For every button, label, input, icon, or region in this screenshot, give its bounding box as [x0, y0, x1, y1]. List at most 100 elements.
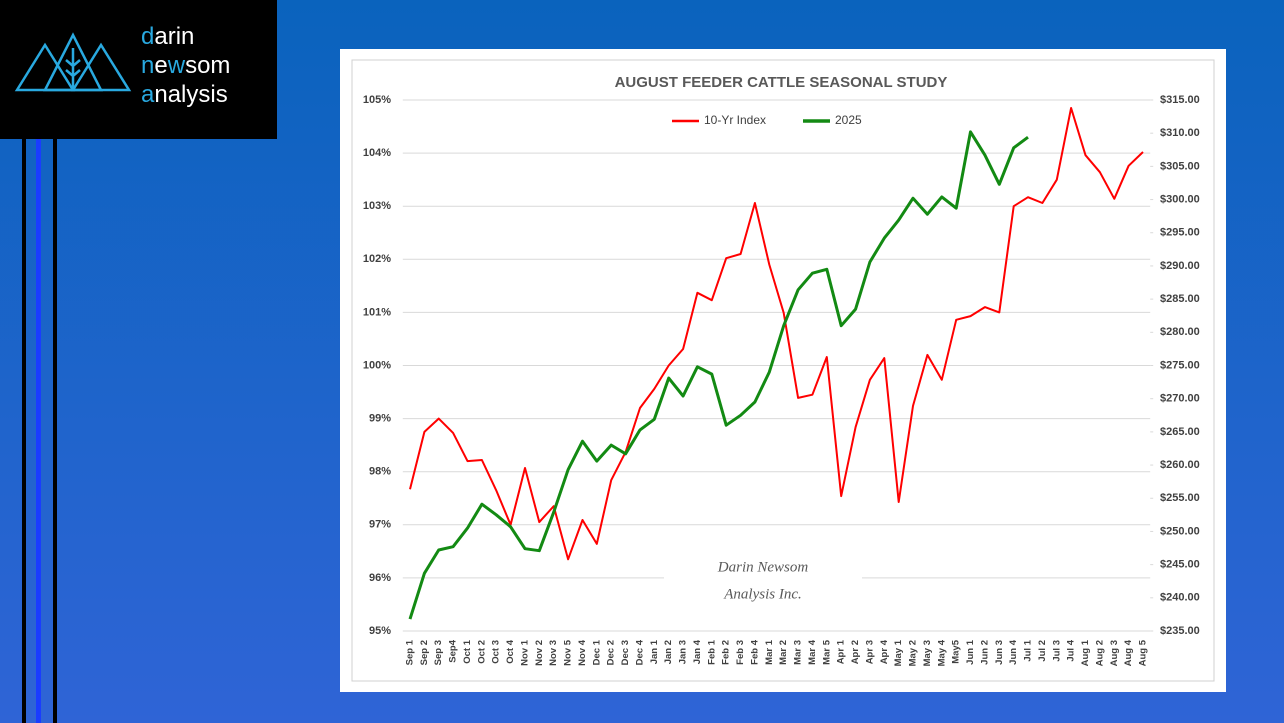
y2-tick-label: $265.00 — [1160, 426, 1200, 438]
x-tick-label: Oct 4 — [505, 639, 516, 663]
x-tick-label: Aug 1 — [1080, 639, 1091, 666]
series-line — [409, 107, 1144, 561]
y2-tick-label: $315.00 — [1160, 94, 1200, 106]
rule — [53, 139, 57, 723]
x-tick-label: May 1 — [893, 639, 904, 666]
x-tick-label: Sep 2 — [419, 640, 430, 665]
y2-tick-label: $280.00 — [1160, 326, 1200, 338]
x-tick-label: Feb 2 — [721, 640, 732, 665]
x-tick-label: Feb 4 — [749, 639, 760, 665]
y-tick-label: 98% — [369, 466, 391, 478]
y2-tick-label: $285.00 — [1160, 293, 1200, 305]
logo-box — [0, 0, 277, 139]
x-tick-label: Jul 3 — [1051, 640, 1062, 662]
x-tick-label: Mar 4 — [807, 639, 818, 665]
x-tick-label: Mar 2 — [778, 640, 789, 665]
x-tick-label: Dec 3 — [620, 640, 631, 665]
y-tick-label: 104% — [363, 147, 391, 159]
y2-tick-label: $305.00 — [1160, 160, 1200, 172]
logo-line: newsom — [141, 52, 230, 79]
x-tick-label: Dec 1 — [591, 639, 602, 665]
legend-label: 10-Yr Index — [704, 113, 766, 127]
x-tick-label: Mar 1 — [764, 639, 775, 665]
x-tick-label: Mar 3 — [793, 640, 804, 665]
x-tick-label: Jun 1 — [965, 639, 976, 665]
x-tick-label: Aug 4 — [1123, 639, 1134, 666]
x-tick-label: May 2 — [908, 640, 919, 666]
logo-segment: d — [141, 23, 154, 50]
y2-tick-label: $235.00 — [1160, 625, 1200, 637]
x-tick-label: Apr 3 — [864, 640, 875, 664]
x-tick-label: Jul 2 — [1037, 640, 1048, 662]
logo-segment: a — [141, 81, 155, 108]
legend-label: 2025 — [835, 113, 862, 127]
x-tick-label: Aug 2 — [1094, 640, 1105, 666]
y2-tick-label: $255.00 — [1160, 492, 1200, 504]
x-tick-label: Nov 4 — [577, 639, 588, 666]
x-tick-label: Apr 2 — [850, 640, 861, 664]
x-tick-label: Jan 3 — [678, 640, 689, 664]
x-tick-label: Mar 5 — [821, 639, 832, 665]
logo-segment: e — [154, 52, 167, 79]
x-tick-label: Aug 3 — [1109, 640, 1120, 666]
y2-tick-label: $260.00 — [1160, 459, 1200, 471]
y2-tick-label: $245.00 — [1160, 559, 1200, 571]
rule — [22, 139, 26, 723]
x-tick-label: Jan 2 — [663, 640, 674, 664]
x-tick-label: Oct 2 — [476, 640, 487, 664]
x-tick-label: Dec 4 — [634, 639, 645, 665]
x-tick-label: Sep 1 — [405, 639, 416, 665]
x-tick-label: Apr 1 — [836, 639, 847, 664]
watermark-box — [664, 556, 862, 608]
y2-tick-label: $240.00 — [1160, 592, 1200, 604]
y2-tick-label: $290.00 — [1160, 260, 1200, 272]
x-tick-label: Jan 1 — [649, 639, 660, 664]
series-line — [408, 130, 1029, 620]
y2-tick-label: $300.00 — [1160, 193, 1200, 205]
logo-mark — [14, 32, 132, 92]
chart-border — [351, 59, 1215, 682]
rule — [36, 139, 41, 723]
logo-segment: arin — [154, 23, 194, 50]
x-tick-label: Nov 3 — [548, 640, 559, 666]
x-tick-label: Apr 4 — [879, 639, 890, 664]
y2-tick-label: $310.00 — [1160, 127, 1200, 139]
chart-title: AUGUST FEEDER CATTLE SEASONAL STUDY — [615, 74, 948, 91]
y-tick-label: 105% — [363, 94, 391, 106]
x-tick-label: May 3 — [922, 640, 933, 666]
logo-segment: som — [185, 52, 230, 79]
x-tick-label: Oct 3 — [491, 640, 502, 664]
x-tick-label: Aug 5 — [1138, 639, 1149, 666]
y-tick-label: 101% — [363, 306, 391, 318]
logo-line: darin — [141, 23, 194, 50]
logo-segment: nalysis — [154, 81, 227, 108]
watermark: Analysis Inc. — [723, 586, 801, 602]
logo-segment: n — [141, 52, 154, 79]
x-tick-label: Jul 4 — [1066, 639, 1077, 661]
y-tick-label: 103% — [363, 200, 391, 212]
y-tick-label: 99% — [369, 413, 391, 425]
watermark: Darin Newsom — [717, 559, 809, 575]
y2-tick-label: $270.00 — [1160, 393, 1200, 405]
y-tick-label: 95% — [369, 625, 391, 637]
logo-segment: w — [167, 52, 186, 79]
x-tick-label: Jun 4 — [1008, 639, 1019, 665]
x-tick-label: May5 — [951, 639, 962, 663]
y-tick-label: 97% — [369, 519, 391, 531]
y-tick-label: 100% — [363, 359, 391, 371]
x-tick-label: Oct 1 — [462, 639, 473, 663]
x-tick-label: Jun 2 — [979, 640, 990, 665]
x-tick-label: May 4 — [936, 639, 947, 666]
y2-tick-label: $250.00 — [1160, 525, 1200, 537]
x-tick-label: Nov 1 — [519, 639, 530, 666]
x-tick-label: Sep4 — [448, 639, 459, 662]
x-tick-label: Nov 5 — [563, 639, 574, 666]
x-tick-label: Feb 3 — [735, 640, 746, 665]
x-tick-label: Jun 3 — [994, 640, 1005, 665]
x-tick-label: Dec 2 — [606, 640, 617, 665]
y-tick-label: 96% — [369, 572, 391, 584]
x-tick-label: Feb 1 — [706, 639, 717, 665]
y2-tick-label: $295.00 — [1160, 227, 1200, 239]
